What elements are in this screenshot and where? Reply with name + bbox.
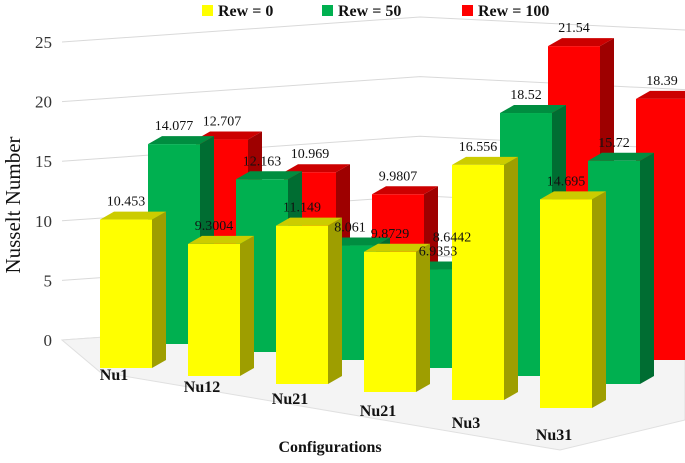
bar-top [148, 136, 214, 145]
bar [188, 235, 254, 376]
bar-top [236, 171, 302, 180]
bar-side [640, 152, 654, 384]
y-tick-label: 0 [44, 331, 53, 350]
bar [540, 191, 606, 408]
data-label: 14.077 [155, 119, 194, 134]
legend-label: Rew = 50 [338, 3, 401, 20]
x-tick-label: Nu21 [272, 391, 308, 408]
data-label: 10.969 [291, 147, 330, 162]
bar-side [504, 156, 518, 400]
y-axis-ticks: 0 5 10 15 20 25 [35, 33, 52, 350]
data-label: 8.061 [334, 221, 366, 236]
bar [276, 217, 342, 384]
bar-top [372, 186, 438, 195]
y-tick-label: 25 [35, 33, 52, 52]
bar-top [100, 211, 166, 220]
data-label: 21.54 [558, 21, 590, 36]
bar-side [416, 243, 430, 392]
y-tick-label: 20 [35, 93, 52, 112]
bar-front [188, 243, 240, 376]
legend-swatch [202, 5, 213, 16]
legend-label: Rew = 100 [478, 3, 549, 20]
bar-top [364, 243, 430, 252]
y-tick-label: 15 [35, 152, 52, 171]
x-tick-label: Nu21 [360, 403, 396, 420]
data-label: 9.8729 [371, 227, 410, 242]
bar-front [100, 219, 152, 368]
bar-top [188, 235, 254, 244]
x-axis-ticks: Nu1 Nu12 Nu21 Nu21 Nu3 Nu31 [100, 367, 572, 444]
bar-top [500, 105, 566, 114]
bar-top [548, 38, 614, 47]
legend-swatch [322, 5, 333, 16]
x-tick-label: Nu1 [100, 367, 128, 384]
bar-top [636, 90, 685, 99]
legend: Rew = 0 Rew = 50 Rew = 100 [202, 3, 549, 20]
bar-side [328, 217, 342, 384]
data-label: 12.707 [203, 115, 242, 130]
legend-item: Rew = 0 [202, 3, 273, 20]
data-label: 9.3004 [195, 219, 234, 234]
bar-top [276, 217, 342, 226]
legend-item: Rew = 50 [322, 3, 401, 20]
bar [364, 243, 430, 392]
bars [100, 38, 685, 408]
data-label: 11.149 [283, 201, 321, 216]
legend-swatch [462, 5, 473, 16]
bar-front [276, 225, 328, 384]
x-tick-label: Nu3 [452, 415, 480, 432]
bar-top [540, 191, 606, 200]
bar-front [364, 251, 416, 392]
bar-top [284, 164, 350, 173]
bar-side [240, 235, 254, 376]
bar-front [540, 199, 592, 408]
data-label: 18.52 [510, 88, 542, 103]
data-label: 8.6442 [433, 230, 472, 245]
x-tick-label: Nu12 [184, 379, 220, 396]
y-axis-title: Nusselt Number [1, 136, 25, 273]
data-label: 10.453 [107, 195, 146, 210]
data-label: 6.9353 [419, 245, 458, 260]
data-label: 9.9807 [379, 169, 418, 184]
x-axis-title: Configurations [278, 439, 381, 456]
bar [100, 211, 166, 368]
bar-top [452, 156, 518, 165]
data-label: 16.556 [459, 140, 498, 155]
data-label: 18.39 [646, 74, 678, 89]
x-tick-label: Nu31 [536, 427, 572, 444]
bar-top [588, 152, 654, 161]
data-label: 15.72 [598, 136, 630, 151]
gridline [61, 16, 685, 43]
bar [452, 156, 518, 400]
bar-side [152, 211, 166, 368]
y-tick-label: 10 [35, 212, 52, 231]
bar-side [592, 191, 606, 408]
legend-item: Rew = 100 [462, 3, 549, 20]
data-label: 14.695 [547, 174, 586, 189]
data-label: 12.163 [243, 154, 282, 169]
y-tick-label: 5 [44, 271, 53, 290]
bar-front [452, 164, 504, 400]
data-labels: 12.707 10.969 9.9807 8.6442 21.54 18.39 14.077… [107, 21, 678, 259]
legend-label: Rew = 0 [218, 3, 273, 20]
